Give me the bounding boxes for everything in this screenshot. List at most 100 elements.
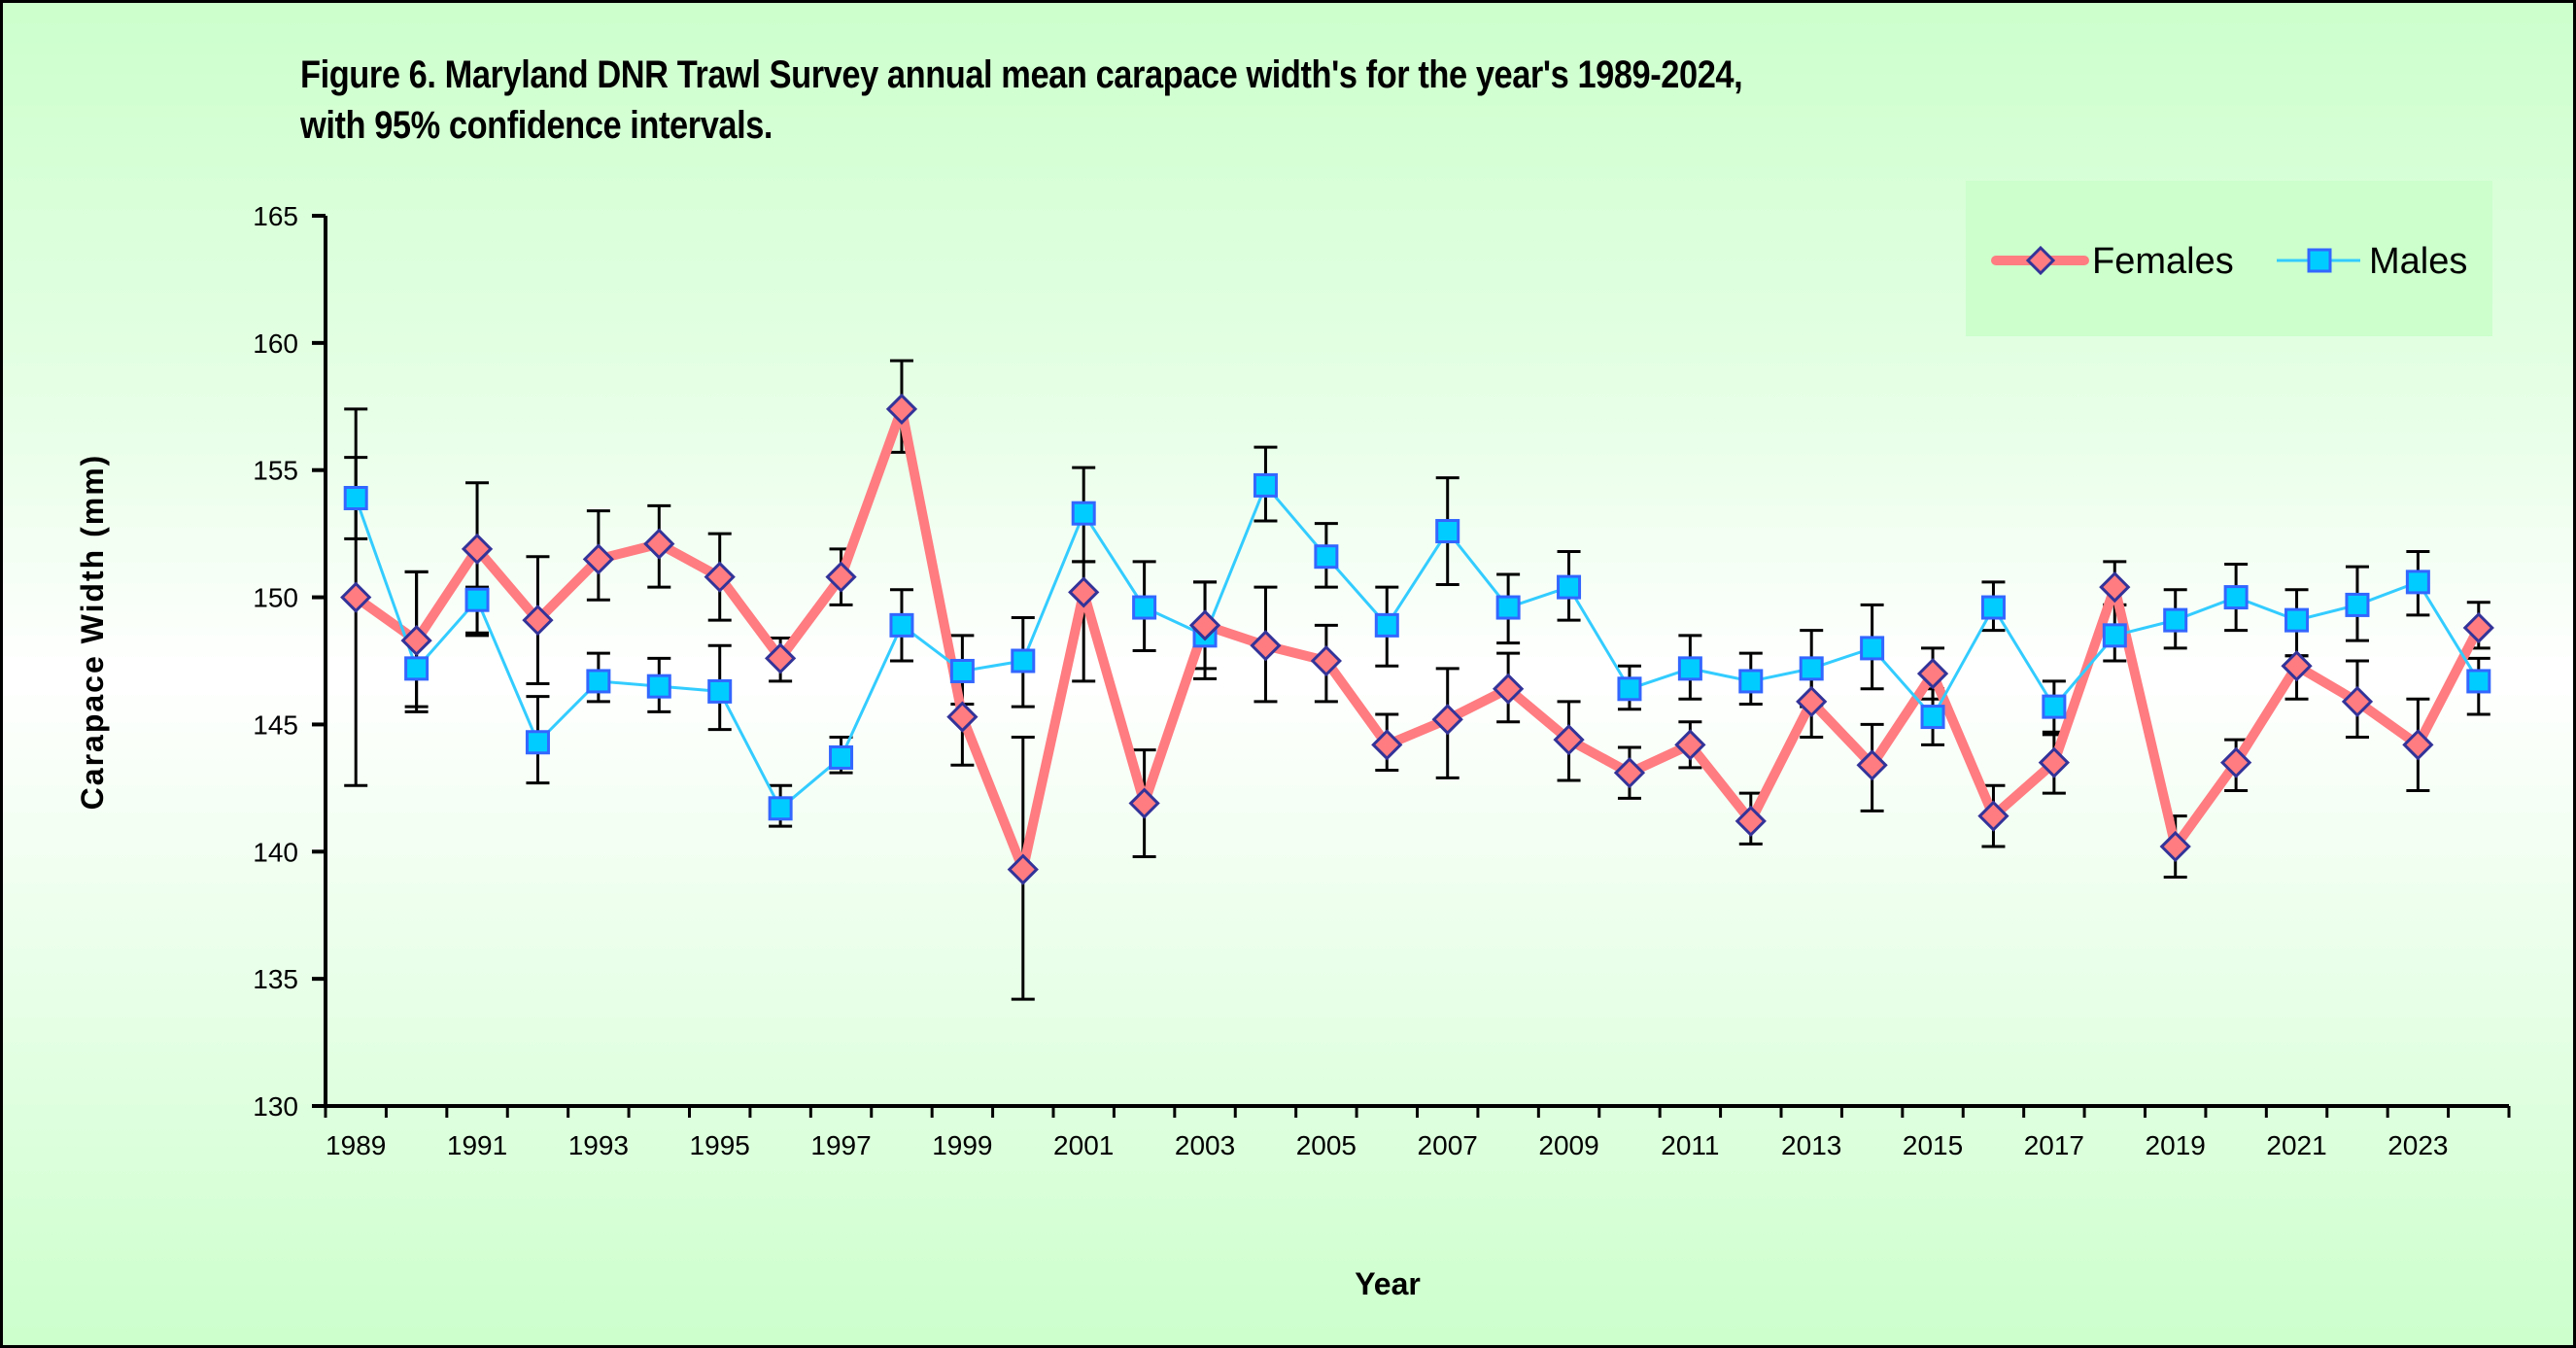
females-point xyxy=(765,642,797,674)
x-tick-label: 2013 xyxy=(1781,1130,1841,1160)
y-axis-title: Carapace Width (mm) xyxy=(75,454,110,811)
x-tick-label: 2005 xyxy=(1296,1130,1357,1160)
females-point xyxy=(400,624,432,657)
y-tick-label: 155 xyxy=(253,456,298,486)
males-point xyxy=(1920,705,1945,730)
x-tick-label: 2009 xyxy=(1538,1130,1598,1160)
females-point xyxy=(1250,630,1282,662)
x-tick-label: 2023 xyxy=(2387,1130,2448,1160)
males-point xyxy=(464,587,490,612)
males-point xyxy=(1253,472,1278,498)
females-point xyxy=(643,528,675,560)
females-point xyxy=(1977,800,2009,832)
chart-title-line-2: with 95% confidence intervals. xyxy=(300,104,773,147)
females-point xyxy=(1493,673,1525,705)
males-point xyxy=(1071,501,1096,526)
males-point xyxy=(525,730,550,755)
males-point xyxy=(2102,623,2127,648)
x-tick-label: 1989 xyxy=(326,1130,386,1160)
x-tick-label: 2021 xyxy=(2266,1130,2326,1160)
y-tick-label: 130 xyxy=(253,1091,298,1122)
females-point xyxy=(1613,757,1646,789)
chart-title: Figure 6. Maryland DNR Trawl Survey annu… xyxy=(300,50,1743,151)
females-point xyxy=(2038,746,2071,778)
males-point xyxy=(1314,544,1339,570)
females-point xyxy=(2462,611,2494,644)
females-point xyxy=(1188,609,1221,641)
males-point xyxy=(1495,595,1521,620)
males-point xyxy=(768,796,793,821)
females-point xyxy=(1371,729,1403,761)
females-point xyxy=(1128,787,1160,819)
males-point xyxy=(1799,656,1824,681)
males-point xyxy=(1860,636,1885,661)
males-point xyxy=(404,656,429,681)
x-tick-label: 1997 xyxy=(810,1130,871,1160)
females-point xyxy=(704,561,736,593)
females-point xyxy=(1735,805,1767,838)
y-tick-label: 150 xyxy=(253,583,298,613)
series-lines xyxy=(353,403,2484,875)
males-point xyxy=(2405,570,2430,595)
y-tick-label: 165 xyxy=(253,201,298,231)
males-point xyxy=(1617,676,1642,702)
males-point xyxy=(707,678,733,704)
males-point xyxy=(2042,694,2067,719)
females-point xyxy=(2220,746,2252,778)
x-tick-label: 2001 xyxy=(1053,1130,1114,1160)
y-tick-label: 135 xyxy=(253,964,298,994)
females-point xyxy=(2341,685,2374,717)
males-point xyxy=(1557,574,1582,600)
males-point xyxy=(1738,669,1764,694)
females-point xyxy=(1068,576,1100,608)
x-tick-label: 2015 xyxy=(1903,1130,1963,1160)
y-tick-label: 140 xyxy=(253,837,298,867)
females-point xyxy=(1674,729,1706,761)
males-line xyxy=(354,483,2481,811)
males-point xyxy=(646,674,671,699)
series-markers xyxy=(340,393,2494,885)
males-point xyxy=(1980,595,2006,620)
x-axis-title: Year xyxy=(1355,1266,1421,1301)
x-tick-label: 2019 xyxy=(2146,1130,2206,1160)
males-point xyxy=(949,658,975,683)
x-tick-label: 1991 xyxy=(447,1130,507,1160)
females-point xyxy=(340,581,372,613)
females-point xyxy=(461,533,494,565)
x-tick-label: 2003 xyxy=(1175,1130,1235,1160)
x-tick-label: 2017 xyxy=(2024,1130,2084,1160)
males-point xyxy=(2163,607,2188,633)
x-tick-label: 1999 xyxy=(932,1130,992,1160)
males-point xyxy=(2345,592,2370,617)
females-point xyxy=(825,561,857,593)
males-point xyxy=(1435,519,1460,544)
x-tick-label: 1995 xyxy=(690,1130,750,1160)
females-point xyxy=(582,543,614,575)
y-tick-label: 160 xyxy=(253,328,298,359)
males-point xyxy=(2223,585,2249,610)
males-point xyxy=(343,486,368,511)
males-point xyxy=(586,669,611,694)
males-point xyxy=(829,744,854,770)
legend-females-diamond-icon xyxy=(2025,245,2056,276)
females-point xyxy=(885,393,918,426)
males-point xyxy=(2284,607,2310,633)
females-point xyxy=(1856,749,1888,781)
x-tick-label: 2011 xyxy=(1661,1130,1719,1160)
males-point xyxy=(889,612,914,638)
males-point xyxy=(1374,612,1399,638)
y-tick-label: 145 xyxy=(253,709,298,740)
males-point xyxy=(2466,669,2491,694)
females-point xyxy=(1310,644,1343,677)
males-point xyxy=(1011,648,1036,674)
females-point xyxy=(1916,657,1949,690)
females-point xyxy=(1431,704,1463,736)
legend-males-square-icon xyxy=(2307,248,2332,273)
legend: Females Males xyxy=(1966,181,2492,336)
x-tick-label: 1993 xyxy=(568,1130,629,1160)
females-point xyxy=(1553,724,1585,756)
females-point xyxy=(1007,853,1039,885)
females-point xyxy=(2402,729,2434,761)
females-point xyxy=(2099,570,2131,604)
